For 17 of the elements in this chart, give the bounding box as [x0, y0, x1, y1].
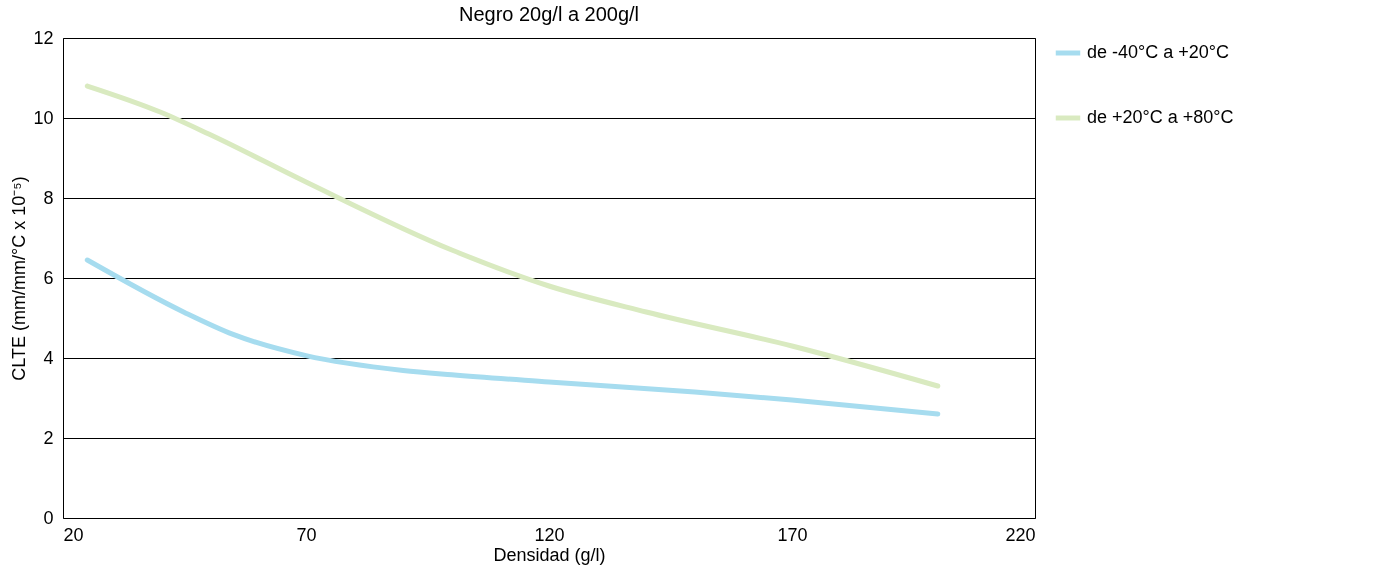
x-tick-label: 170 [777, 524, 808, 545]
x-tick-label: 20 [63, 524, 84, 545]
x-tick-label: 120 [534, 524, 565, 545]
y-tick-label: 2 [43, 427, 54, 448]
y-tick-label: 10 [33, 107, 54, 128]
legend-label: de -40°C a +20°C [1087, 42, 1229, 62]
y-tick-label: 4 [43, 347, 54, 368]
x-axis-title: Densidad (g/l) [493, 544, 606, 565]
y-tick-label: 0 [43, 507, 54, 528]
x-tick-label: 70 [296, 524, 317, 545]
chart-title: Negro 20g/l a 200g/l [458, 3, 640, 25]
x-tick-label: 220 [1005, 524, 1036, 545]
y-tick-label: 6 [43, 267, 54, 288]
legend-label: de +20°C a +80°C [1087, 107, 1234, 127]
y-axis-title: CLTE (mm/mm/°C x 10⁻⁵) [9, 176, 30, 381]
y-tick-label: 12 [33, 27, 54, 48]
y-tick-label: 8 [43, 187, 54, 208]
